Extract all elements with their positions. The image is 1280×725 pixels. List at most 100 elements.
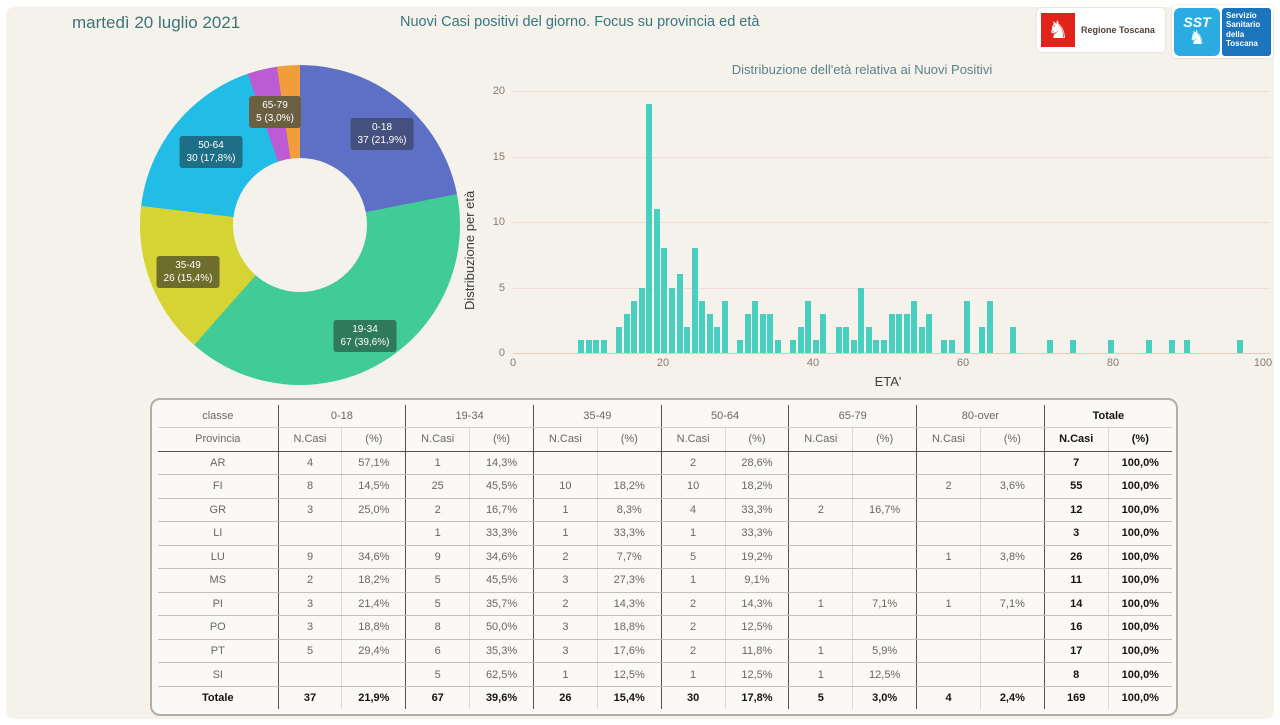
- x-tick-label: 20: [656, 357, 670, 369]
- value-cell: 55: [1043, 474, 1109, 499]
- histogram-bar[interactable]: [767, 313, 774, 353]
- value-cell: 3,0%: [852, 685, 917, 709]
- histogram-bar[interactable]: [1183, 339, 1190, 353]
- value-cell: 12: [1043, 498, 1109, 523]
- histogram-bar[interactable]: [911, 300, 918, 353]
- value-cell: 5: [405, 568, 470, 593]
- histogram-bar[interactable]: [752, 300, 759, 353]
- value-cell: 3,6%: [979, 474, 1045, 499]
- histogram-bar[interactable]: [759, 313, 766, 353]
- age-donut-chart[interactable]: 0-18 37 (21,9%) 19-34 67 (39,6%) 35-49 26 (15…: [140, 65, 460, 385]
- value-cell: 7,7%: [596, 545, 662, 570]
- histogram-bar[interactable]: [790, 339, 797, 353]
- histogram-bar[interactable]: [721, 300, 728, 353]
- province-cell: PT: [158, 639, 279, 664]
- value-cell: [277, 662, 342, 687]
- histogram-bar[interactable]: [676, 274, 683, 353]
- table-row: SI 5 62,5% 1 12,5% 1 12,5% 1 12,5% 8 100,0%: [158, 662, 1172, 687]
- value-cell: 16,7%: [852, 498, 917, 523]
- report-date: martedì 20 luglio 2021: [72, 13, 241, 32]
- value-cell: 5: [277, 639, 342, 664]
- value-cell: [852, 451, 917, 476]
- histogram-bar[interactable]: [653, 208, 660, 353]
- histogram-bar[interactable]: [1168, 339, 1175, 353]
- value-cell: 50,0%: [469, 615, 534, 640]
- histogram-bar[interactable]: [797, 326, 804, 353]
- value-cell: 1: [660, 662, 726, 687]
- histogram-bar[interactable]: [1070, 339, 1077, 353]
- value-cell: 2: [660, 615, 726, 640]
- histogram-title: Distribuzione dell'età relativa ai Nuovi…: [731, 62, 993, 77]
- histogram-bar[interactable]: [600, 339, 607, 353]
- histogram-bar[interactable]: [941, 339, 948, 353]
- histogram-bar[interactable]: [578, 339, 585, 353]
- value-cell: 7,1%: [852, 592, 917, 617]
- histogram-bar[interactable]: [888, 313, 895, 353]
- histogram-bar[interactable]: [1047, 339, 1054, 353]
- province-table-card: classe 0-18 19-34 35-49 50-64 65-79 80-over Tot…: [150, 398, 1178, 716]
- value-cell: 1: [405, 521, 470, 546]
- histogram-bar[interactable]: [1145, 339, 1152, 353]
- donut-segment-label: 65-79 5 (3,0%): [249, 96, 301, 128]
- histogram-bar[interactable]: [873, 339, 880, 353]
- value-cell: 3: [1043, 521, 1109, 546]
- histogram-bar[interactable]: [615, 326, 622, 353]
- histogram-bar[interactable]: [812, 339, 819, 353]
- histogram-bar[interactable]: [623, 313, 630, 353]
- value-cell: [852, 568, 917, 593]
- histogram-bar[interactable]: [903, 313, 910, 353]
- histogram-bar[interactable]: [835, 326, 842, 353]
- histogram-bar[interactable]: [850, 339, 857, 353]
- histogram-bar[interactable]: [896, 313, 903, 353]
- histogram-bar[interactable]: [706, 313, 713, 353]
- histogram-bar[interactable]: [646, 104, 653, 353]
- histogram-bar[interactable]: [585, 339, 592, 353]
- value-cell: 1: [660, 568, 726, 593]
- histogram-bar[interactable]: [865, 326, 872, 353]
- sst-pegasus-icon: SST ♞: [1174, 7, 1220, 56]
- histogram-bar[interactable]: [949, 339, 956, 353]
- value-cell: 25: [405, 474, 470, 499]
- histogram-bar[interactable]: [1236, 339, 1243, 353]
- histogram-bar[interactable]: [979, 326, 986, 353]
- histogram-bar[interactable]: [964, 300, 971, 353]
- histogram-bar[interactable]: [661, 248, 668, 353]
- value-cell: 16: [1043, 615, 1109, 640]
- pegasus-icon: ♞: [1041, 13, 1075, 47]
- histogram-bar[interactable]: [986, 300, 993, 353]
- histogram-bar[interactable]: [926, 313, 933, 353]
- histogram-bar[interactable]: [737, 339, 744, 353]
- histogram-bar[interactable]: [744, 313, 751, 353]
- histogram-bar[interactable]: [699, 300, 706, 353]
- value-cell: 33,3%: [596, 521, 662, 546]
- histogram-bar[interactable]: [843, 326, 850, 353]
- class-header: classe: [158, 405, 279, 429]
- histogram-bar[interactable]: [638, 287, 645, 353]
- histogram-bar[interactable]: [1009, 326, 1016, 353]
- group-header-19-34: 19-34: [405, 405, 534, 429]
- histogram-bar[interactable]: [691, 248, 698, 353]
- histogram-bar[interactable]: [1108, 339, 1115, 353]
- histogram-bar[interactable]: [593, 339, 600, 353]
- value-cell: 8: [1043, 662, 1109, 687]
- province-cell: LU: [158, 545, 279, 570]
- province-cell: AR: [158, 451, 279, 476]
- value-cell: 12,5%: [724, 662, 789, 687]
- histogram-bar[interactable]: [631, 300, 638, 353]
- histogram-bar[interactable]: [858, 287, 865, 353]
- value-cell: [916, 498, 981, 523]
- y-tick-label: 15: [492, 150, 505, 163]
- histogram-bar[interactable]: [714, 326, 721, 353]
- histogram-bar[interactable]: [820, 313, 827, 353]
- histogram-bar[interactable]: [918, 326, 925, 353]
- histogram-bar[interactable]: [880, 339, 887, 353]
- histogram-bar[interactable]: [668, 287, 675, 353]
- histogram-bar[interactable]: [805, 300, 812, 353]
- age-histogram-plot[interactable]: [513, 85, 1270, 354]
- sst-label: Servizio Sanitario della Toscana: [1222, 7, 1271, 56]
- province-header: Provincia: [158, 427, 279, 452]
- value-cell: [916, 615, 981, 640]
- value-cell: 33,3%: [724, 498, 789, 523]
- histogram-bar[interactable]: [684, 326, 691, 353]
- histogram-bar[interactable]: [774, 339, 781, 353]
